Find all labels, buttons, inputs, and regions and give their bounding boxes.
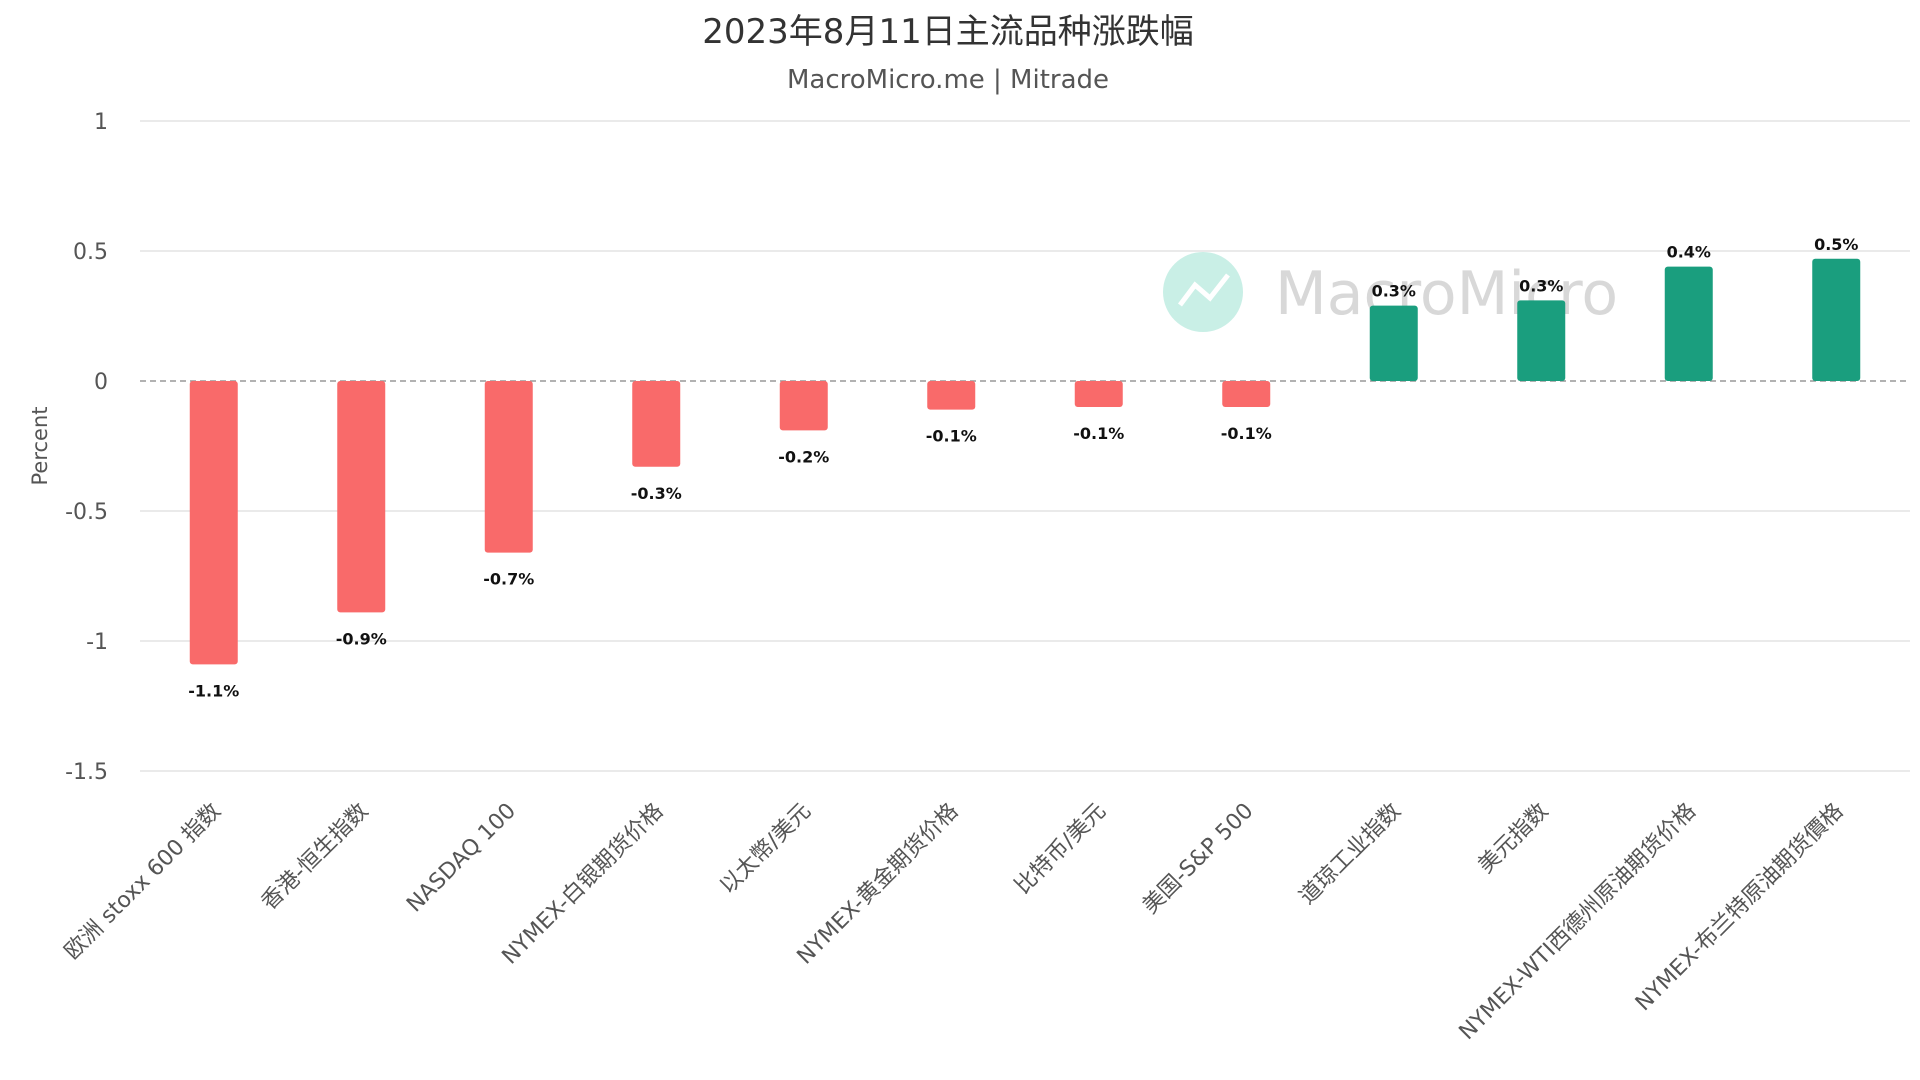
bar[interactable] [1074, 381, 1123, 407]
x-tick-label: NYMEX-黄金期货价格 [793, 799, 964, 970]
data-label: 0.3% [1372, 282, 1416, 301]
bar[interactable] [632, 381, 681, 467]
x-tick-label: NASDAQ 100 [402, 799, 521, 918]
data-label: 0.5% [1814, 235, 1858, 254]
bars [189, 258, 1861, 665]
x-axis: 欧洲 stoxx 600 指数 香港-恒生指数 NASDAQ 100NYMEX-白银… [60, 799, 1849, 1045]
y-tick-label: 1 [94, 110, 108, 135]
data-label: -0.7% [483, 570, 534, 589]
data-label: 0.3% [1519, 276, 1563, 295]
data-label: -0.2% [778, 447, 829, 466]
data-label: -1.1% [188, 681, 239, 700]
y-axis-label: Percent [28, 406, 52, 485]
bar[interactable] [1222, 381, 1271, 407]
data-label: -0.1% [1221, 424, 1272, 443]
x-tick-label: NYMEX-白银期货价格 [498, 799, 669, 970]
bar[interactable] [1812, 258, 1861, 381]
x-tick-label: 以太幣/美元 [715, 799, 816, 900]
y-tick-label: 0.5 [73, 240, 108, 265]
bar[interactable] [927, 381, 976, 410]
watermark-text: MacroMicro [1275, 259, 1618, 329]
y-tick-label: -1.5 [65, 760, 108, 785]
x-tick-label: 比特币/美元 [1010, 799, 1111, 900]
data-label: -0.1% [926, 427, 977, 446]
bar[interactable] [1517, 300, 1566, 381]
x-tick-label: 香港-恒生指数 [257, 799, 374, 916]
data-label: -0.9% [336, 629, 387, 648]
x-tick-label: NYMEX-WTI西德州原油期货价格 [1455, 799, 1701, 1045]
data-label: 0.4% [1667, 243, 1711, 262]
chart-subtitle: MacroMicro.me | Mitrade [787, 65, 1109, 95]
bar[interactable] [1664, 266, 1713, 381]
y-tick-label: -0.5 [65, 500, 108, 525]
grid: 1 0.5 0 -0.5 -1 -1.5 [65, 110, 1910, 785]
data-labels: -1.1% -0.9% -0.7% -0.3% -0.2% -0.1% -0.1% -0.1%… [188, 235, 1858, 701]
line-chart-icon [1178, 273, 1230, 307]
bar[interactable] [484, 381, 533, 553]
bar[interactable] [779, 381, 828, 431]
data-label: -0.1% [1073, 424, 1124, 443]
data-label: -0.3% [631, 484, 682, 503]
bar[interactable] [189, 381, 238, 665]
x-tick-label: 美元指数 [1474, 799, 1554, 879]
y-tick-label: 0 [94, 370, 108, 395]
x-tick-label: 欧洲 stoxx 600 指数 [60, 799, 226, 965]
bar[interactable] [1369, 305, 1418, 381]
chart-title: 2023年8月11日主流品种涨跌幅 [702, 12, 1193, 52]
x-tick-label: 道琼工业指数 [1295, 799, 1406, 910]
x-tick-label: 美国-S&P 500 [1138, 799, 1258, 919]
y-tick-label: -1 [86, 630, 108, 655]
bar[interactable] [337, 381, 386, 613]
